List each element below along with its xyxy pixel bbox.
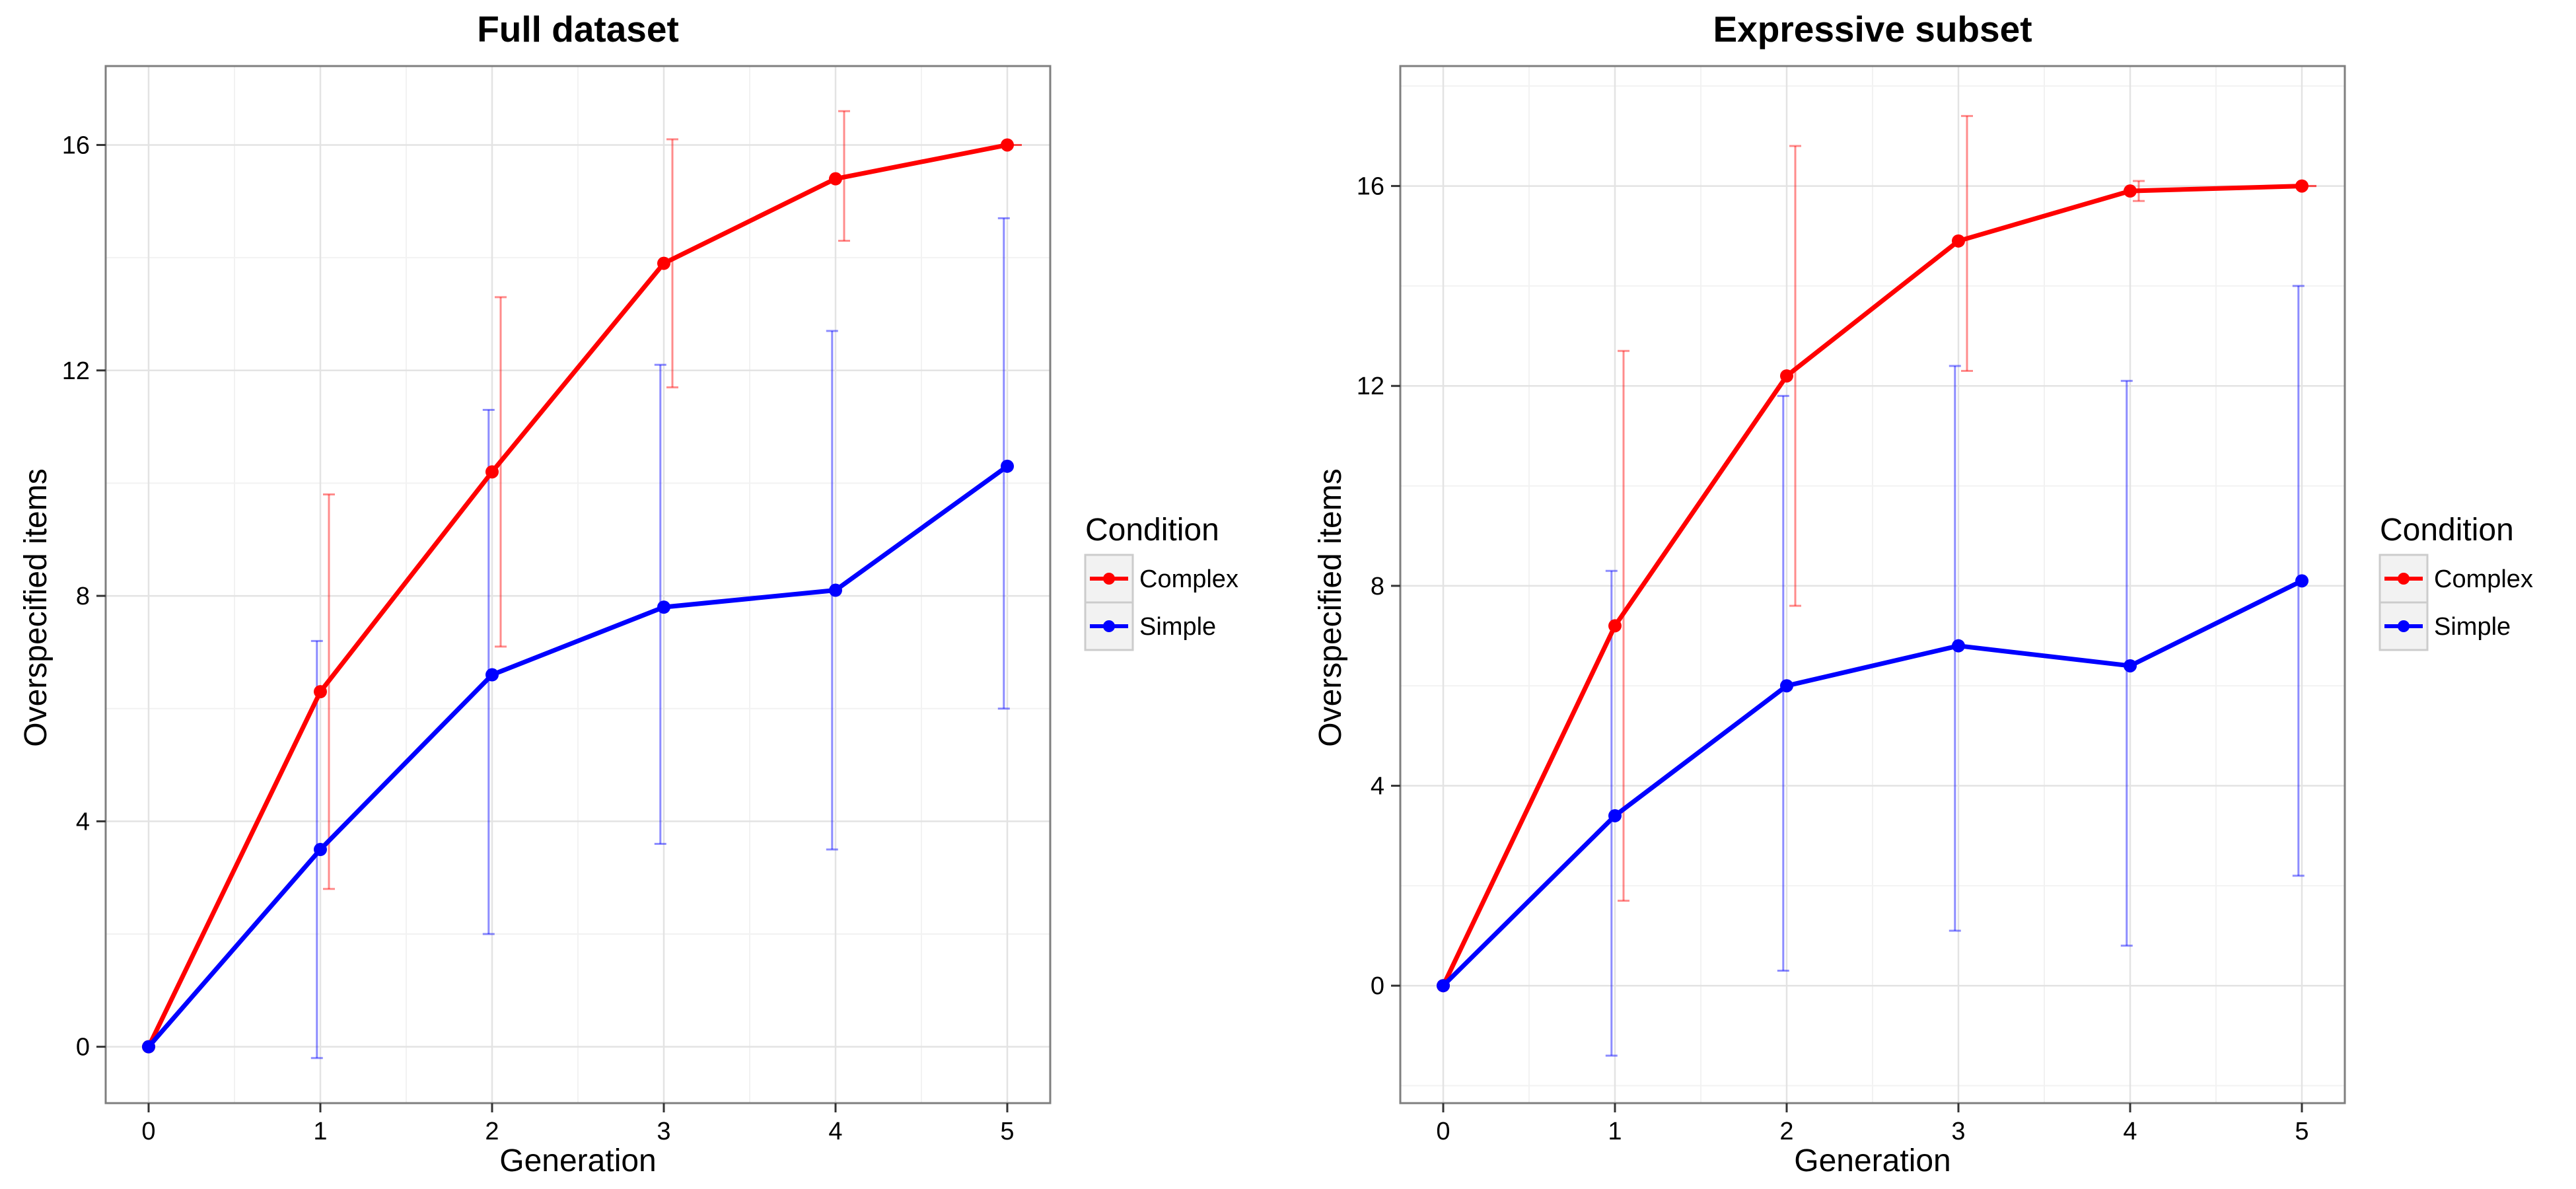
legend-label: Complex — [2434, 565, 2533, 593]
data-point — [1001, 138, 1014, 152]
y-tick-label: 12 — [62, 357, 90, 385]
x-tick-label: 1 — [313, 1118, 327, 1145]
y-tick-label: 4 — [1371, 773, 1384, 801]
data-point — [485, 465, 499, 479]
data-point — [1780, 679, 1793, 693]
data-point — [314, 843, 327, 857]
data-point — [1952, 639, 1965, 653]
y-tick-label: 16 — [62, 131, 90, 159]
x-tick-label: 5 — [2295, 1118, 2308, 1145]
y-tick-label: 4 — [76, 808, 90, 836]
legend-key-marker — [1103, 620, 1115, 632]
y-tick-label: 0 — [76, 1034, 90, 1062]
y-axis-label: Overspecified items — [18, 468, 54, 746]
data-point — [2124, 184, 2137, 198]
series-line-complex — [1441, 184, 2303, 987]
data-point — [829, 172, 842, 186]
plot-border — [1399, 65, 2346, 1104]
x-axis-label: Generation — [1794, 1143, 1951, 1178]
y-tick-label: 0 — [1371, 972, 1384, 1000]
series-line-simple — [147, 464, 1009, 1048]
y-tick-label: 8 — [1371, 573, 1384, 600]
legend: Condition Complex Simple — [2379, 513, 2533, 651]
data-point — [2295, 574, 2308, 588]
data-point — [657, 256, 670, 270]
x-tick-label: 4 — [828, 1118, 842, 1145]
legend: Condition Complex Simple — [1084, 513, 1238, 651]
legend-key-marker — [1103, 573, 1115, 585]
legend-label: Simple — [2434, 613, 2511, 641]
y-tick-label: 8 — [76, 583, 90, 610]
data-point — [1780, 369, 1793, 383]
y-tick-label: 16 — [1357, 173, 1384, 201]
x-tick-label: 2 — [485, 1118, 499, 1145]
y-tick-label: 12 — [1357, 373, 1384, 400]
data-point — [314, 685, 327, 699]
legend-item-simple: Simple — [2379, 601, 2511, 651]
legend-label: Complex — [1139, 565, 1238, 593]
plot-border — [104, 65, 1052, 1104]
data-point — [1437, 979, 1450, 993]
series-line-simple — [1441, 579, 2303, 988]
x-tick-label: 3 — [657, 1118, 670, 1145]
legend-title: Condition — [2380, 513, 2514, 548]
data-point — [142, 1040, 155, 1054]
data-point — [1952, 234, 1965, 248]
x-tick-label: 1 — [1608, 1118, 1622, 1145]
x-tick-label: 4 — [2123, 1118, 2137, 1145]
x-tick-label: 3 — [1951, 1118, 1965, 1145]
chart-title: Full dataset — [477, 9, 679, 50]
y-axis-label: Overspecified items — [1313, 468, 1348, 746]
legend-item-simple: Simple — [1084, 601, 1216, 651]
data-point — [1608, 809, 1622, 822]
legend-item-complex: Complex — [2379, 554, 2533, 604]
x-axis-label: Generation — [499, 1143, 657, 1178]
panel-expressive-subset: Expressive subset Generation Overspecifi… — [1313, 9, 2533, 1178]
x-tick-label: 5 — [1000, 1118, 1014, 1145]
data-point — [1608, 619, 1622, 633]
data-point — [2295, 179, 2308, 193]
data-point — [829, 583, 842, 597]
data-point — [2124, 659, 2137, 672]
panel-full-dataset: Full dataset Generation Overspecified it… — [18, 9, 1238, 1178]
legend-key-marker — [2398, 620, 2410, 632]
data-point — [1001, 459, 1014, 473]
data-point — [657, 600, 670, 614]
legend-label: Simple — [1139, 613, 1216, 641]
legend-key-marker — [2398, 573, 2410, 585]
legend-title: Condition — [1085, 513, 1219, 548]
x-tick-label: 0 — [1436, 1118, 1450, 1145]
x-tick-label: 2 — [1779, 1118, 1793, 1145]
x-tick-label: 0 — [141, 1118, 155, 1145]
chart-title: Expressive subset — [1713, 9, 2032, 50]
legend-item-complex: Complex — [1084, 554, 1238, 604]
series-line-complex — [146, 143, 1008, 1048]
data-point — [485, 668, 499, 682]
